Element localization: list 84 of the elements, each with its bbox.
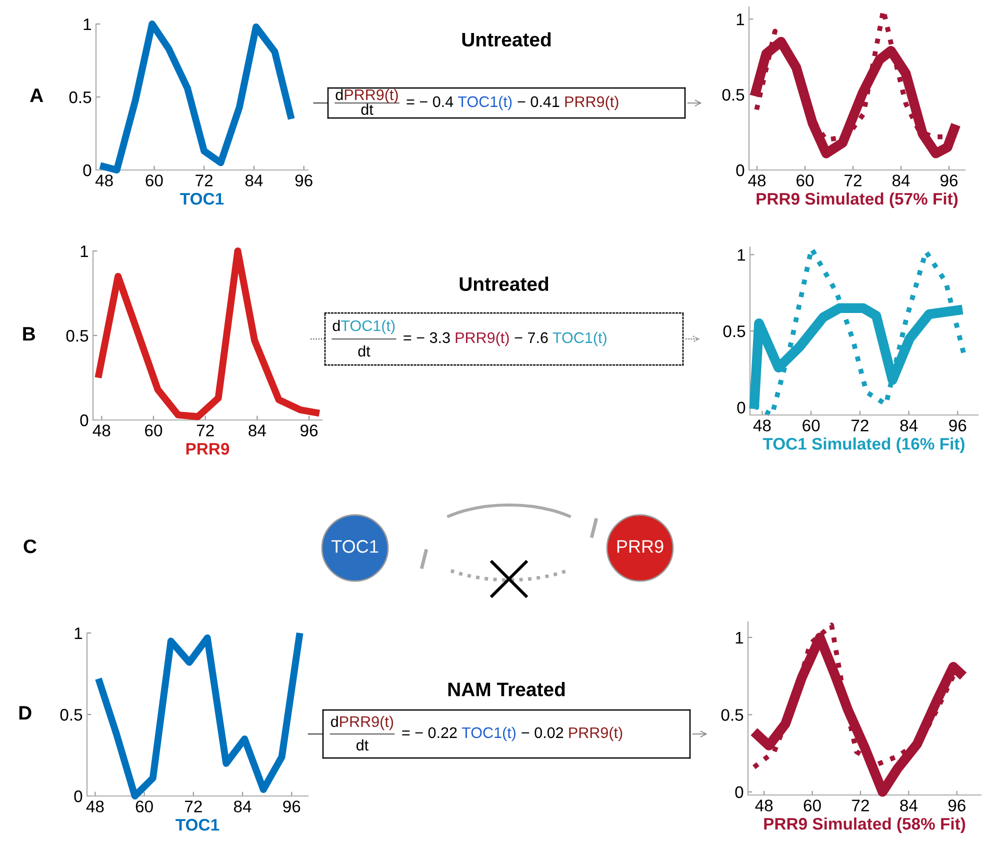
text: Untreated [460, 276, 548, 291]
text: PRR9(t) [344, 88, 398, 104]
x-tick-label: 48 [86, 800, 104, 812]
y-tick-label: 0.5 [66, 330, 88, 342]
text: Untreated [462, 32, 551, 47]
text: dt [361, 104, 374, 115]
x-tick-label: 60 [136, 800, 153, 812]
text: NAM Treated [448, 682, 565, 696]
x-tick-label: 96 [283, 800, 300, 812]
text: TOC1(t) [458, 96, 512, 110]
y-tick-label: 1 [736, 632, 744, 644]
y-tick-label: 0.5 [723, 325, 746, 338]
text: TOC1(t) [552, 332, 606, 346]
x-tick-label: 60 [802, 420, 820, 432]
y-tick-label: 0.5 [69, 91, 92, 104]
text: TOC1(t) [462, 726, 516, 742]
x-tick-label: 72 [196, 424, 214, 436]
x-tick-label: 48 [95, 174, 113, 186]
x-axis-title: TOC1 [176, 818, 220, 831]
text: dt [356, 739, 368, 751]
text: PRR9(t) [340, 716, 394, 730]
y-tick-label: 0 [736, 164, 744, 176]
text: − 0.41 [518, 96, 560, 108]
text: = − 3.3 [404, 332, 450, 344]
y-tick-label: 0 [735, 786, 744, 798]
text: PRR9(t) [456, 332, 509, 346]
y-tick-label: 0 [83, 164, 92, 176]
text: dt [358, 345, 370, 357]
x-tick-label: 48 [753, 420, 771, 432]
x-tick-label: 72 [852, 420, 868, 432]
x-tick-label: 96 [300, 424, 318, 436]
x-tick-label: 84 [900, 800, 918, 812]
x-tick-label: 84 [248, 424, 266, 436]
y-tick-label: 0 [74, 790, 82, 802]
text: = − 0.4 [406, 96, 454, 108]
category-label: TOC1 [331, 540, 378, 553]
x-tick-label: 84 [892, 174, 910, 186]
text: C [24, 539, 36, 554]
x-tick-label: 96 [948, 800, 966, 812]
y-tick-label: 1 [74, 628, 82, 640]
x-axis-title: TOC1 [180, 192, 224, 205]
x-axis-title: PRR9 Simulated (57% Fit) [756, 192, 958, 208]
y-tick-label: 1 [84, 18, 92, 30]
x-tick-label: 72 [184, 800, 202, 812]
category-label: PRR9 [617, 540, 664, 553]
x-tick-label: 60 [804, 800, 821, 812]
x-tick-label: 84 [900, 420, 918, 432]
x-tick-label: 48 [748, 174, 766, 186]
x-tick-label: 72 [844, 174, 862, 186]
x-tick-label: 96 [940, 174, 958, 186]
text: A [30, 88, 44, 102]
text: D [19, 706, 32, 720]
x-tick-label: 60 [146, 174, 163, 186]
x-tick-label: 72 [852, 800, 869, 812]
x-tick-label: 96 [949, 420, 966, 432]
x-tick-label: 60 [145, 424, 162, 436]
text: − 0.02 [522, 727, 564, 738]
text: TOC1(t) [341, 320, 395, 334]
y-tick-label: 0.5 [60, 708, 82, 721]
y-tick-label: 1 [736, 14, 744, 26]
x-axis-title: TOC1 Simulated (16% Fit) [762, 437, 964, 454]
text: d [336, 88, 343, 100]
x-tick-label: 84 [245, 174, 263, 186]
text: PRR9(t) [569, 726, 622, 742]
y-tick-label: 0 [80, 414, 88, 426]
x-axis-title: PRR9 Simulated (58% Fit) [764, 817, 966, 834]
x-tick-label: 60 [796, 174, 814, 186]
y-tick-label: 1 [80, 246, 88, 258]
y-tick-label: 0.5 [722, 88, 744, 101]
text: − 7.6 [514, 332, 548, 344]
text: PRR9(t) [565, 96, 618, 110]
text: B [23, 327, 36, 341]
y-tick-label: 1 [738, 249, 746, 261]
x-tick-label: 48 [755, 800, 773, 812]
y-tick-label: 0 [737, 402, 746, 414]
text: = − 0.22 [402, 727, 457, 738]
y-tick-label: 0.5 [721, 709, 744, 721]
x-tick-label: 72 [196, 174, 213, 186]
text: d [330, 716, 338, 728]
x-tick-label: 48 [92, 424, 110, 436]
x-tick-label: 84 [234, 800, 252, 812]
text: d [332, 320, 340, 332]
x-tick-label: 96 [295, 174, 312, 186]
x-axis-title: PRR9 [186, 442, 230, 455]
